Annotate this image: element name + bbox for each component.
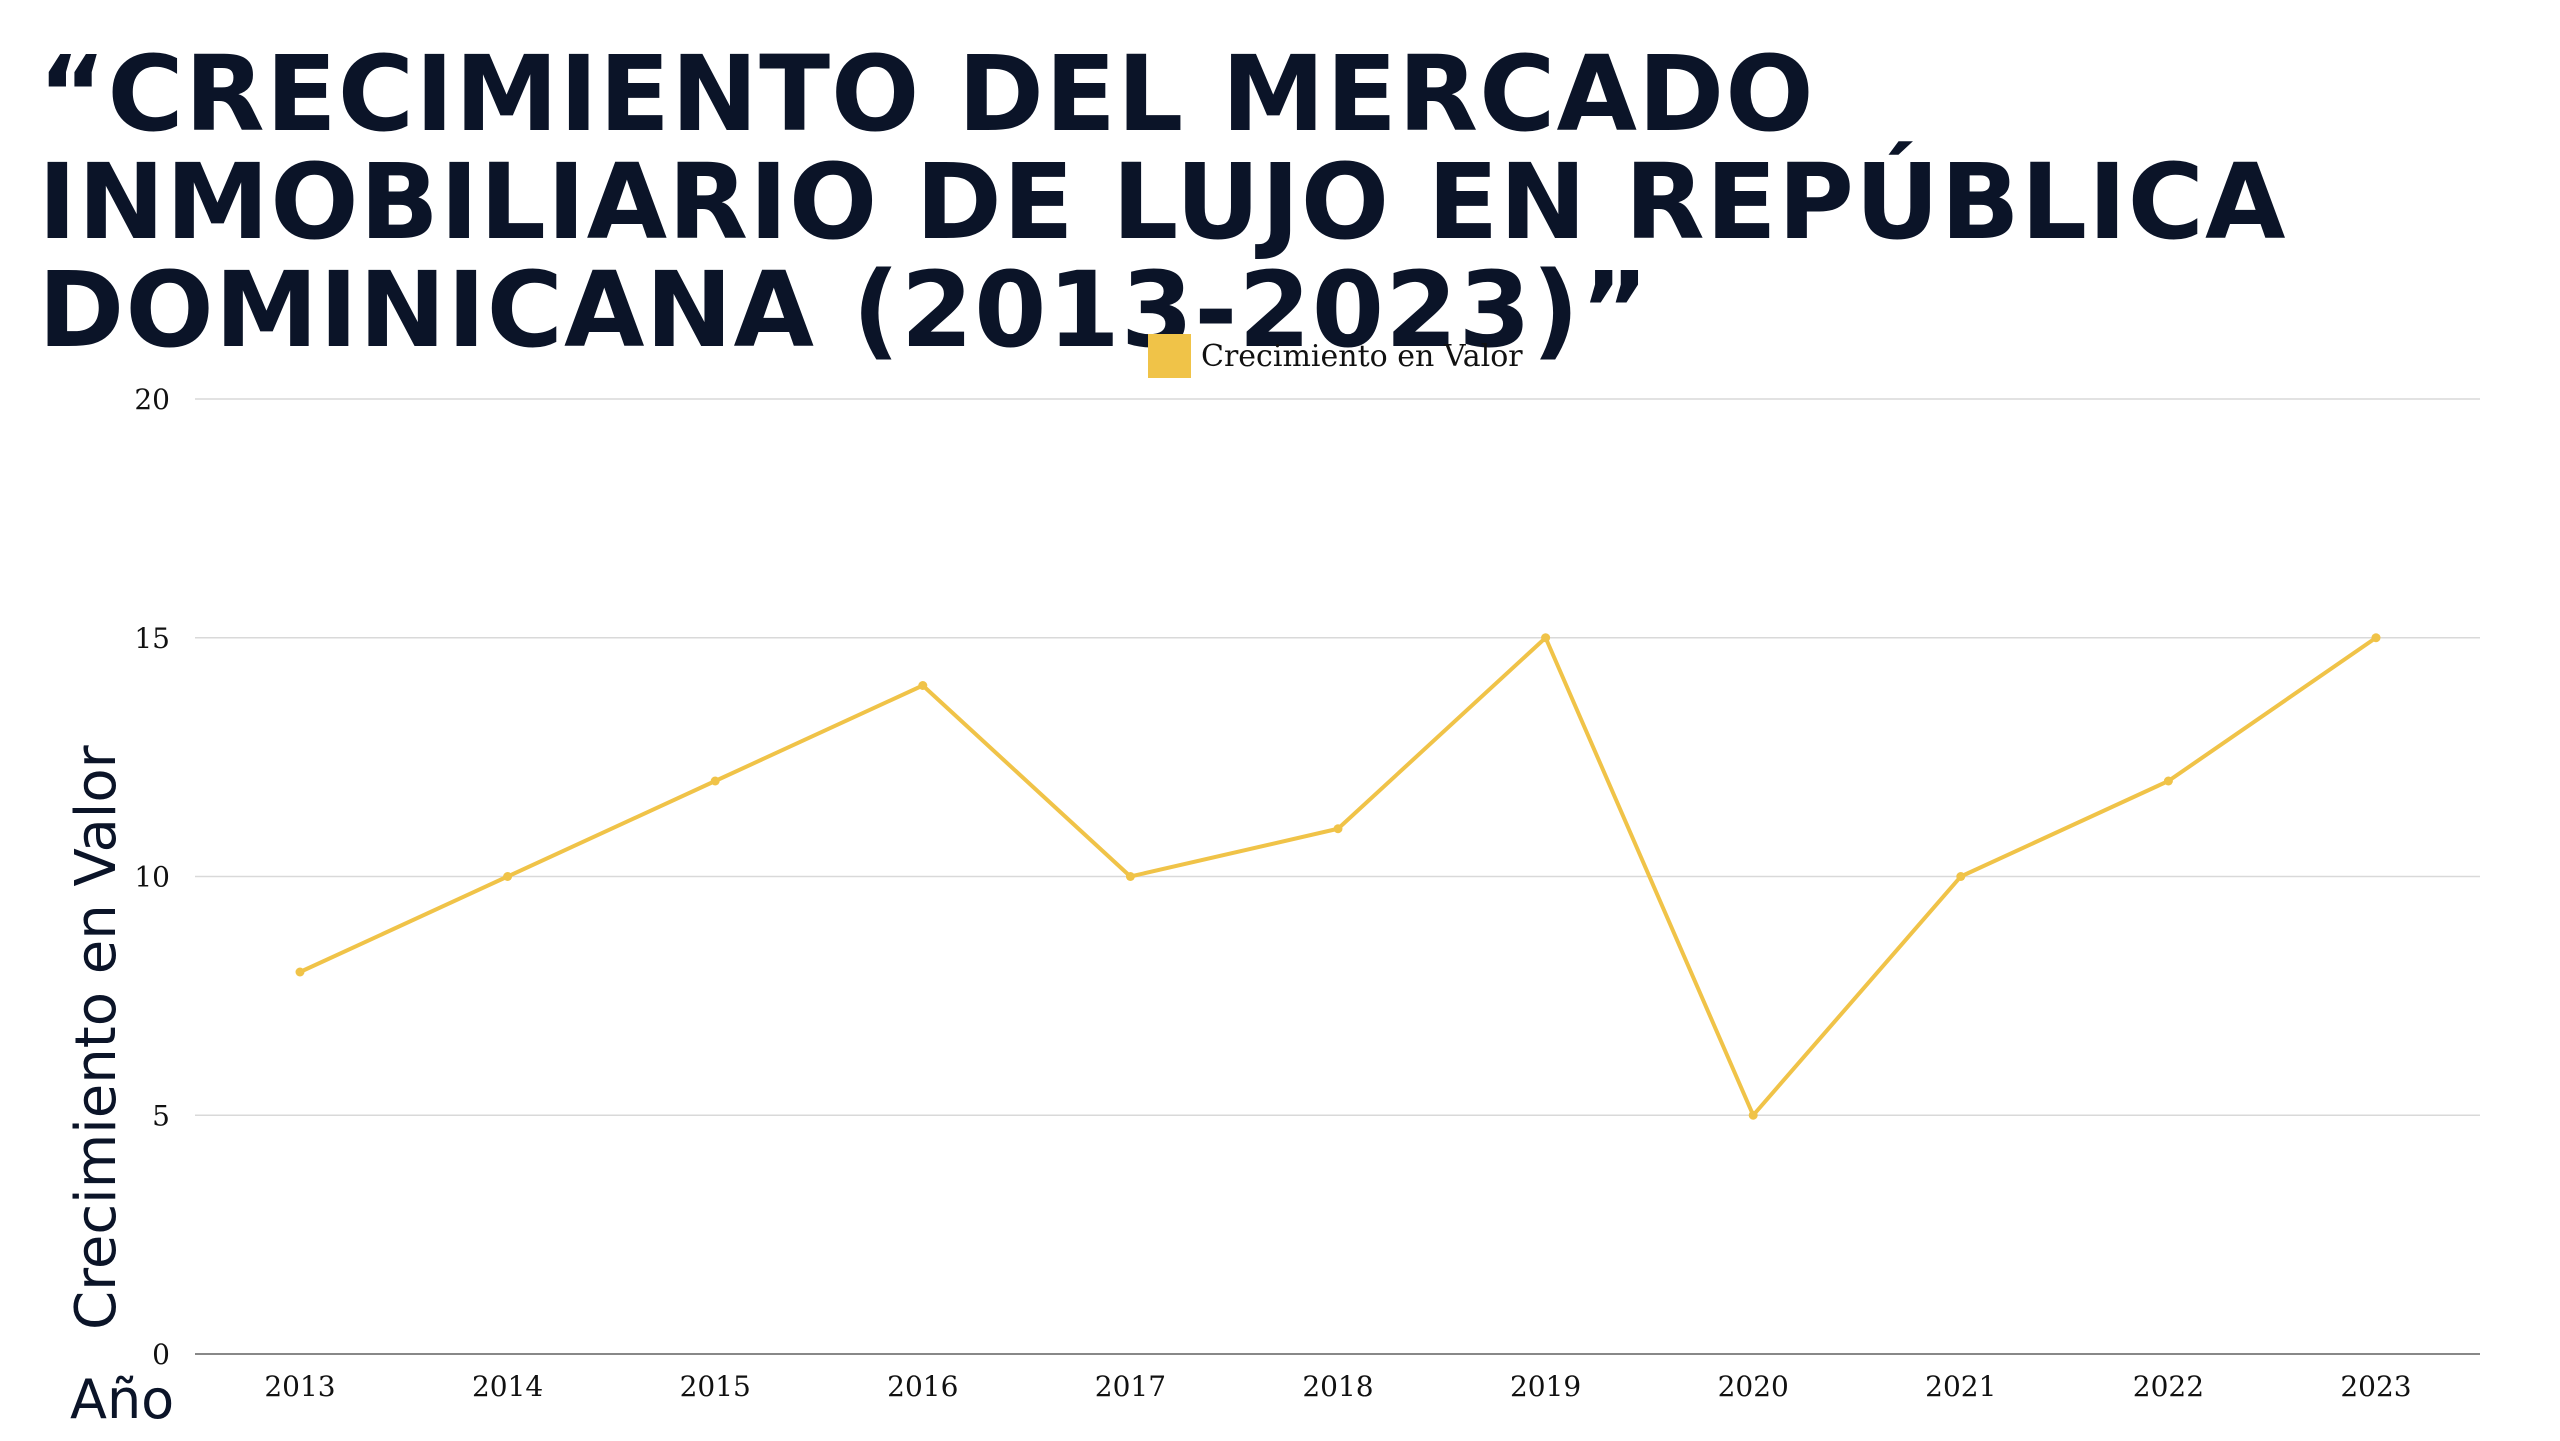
- y-tick-label: 5: [152, 1099, 170, 1132]
- data-point: [2163, 776, 2173, 786]
- x-tick-label: 2023: [2340, 1370, 2411, 1403]
- data-point: [1541, 633, 1551, 643]
- data-point: [710, 776, 720, 786]
- data-point: [1125, 872, 1135, 881]
- x-tick-label: 2016: [887, 1370, 958, 1403]
- data-point: [1956, 872, 1966, 881]
- x-tick-label: 2022: [2133, 1370, 2204, 1403]
- x-tick-label: 2020: [1718, 1370, 1789, 1403]
- x-tick-label: 2013: [264, 1370, 335, 1403]
- x-tick-label: 2014: [472, 1370, 543, 1403]
- x-tick-label: 2021: [1925, 1370, 1996, 1403]
- data-point: [295, 967, 305, 977]
- x-tick-label: 2017: [1095, 1370, 1166, 1403]
- data-point: [503, 872, 513, 881]
- data-point: [1333, 824, 1343, 834]
- x-tick-label: 2018: [1302, 1370, 1373, 1403]
- y-tick-label: 10: [134, 861, 170, 894]
- x-tick-label: 2015: [680, 1370, 751, 1403]
- data-point: [2371, 633, 2381, 643]
- data-point: [1748, 1110, 1758, 1120]
- y-tick-label: 0: [152, 1338, 170, 1371]
- y-tick-label: 20: [134, 383, 170, 416]
- legend: Crecimiento en Valor: [1148, 334, 1523, 378]
- x-axis-title: Año: [70, 1368, 175, 1431]
- chart-title: “CRECIMIENTO DEL MERCADO INMOBILIARIO DE…: [38, 33, 2287, 371]
- legend-swatch: [1148, 334, 1191, 378]
- x-tick-label: 2019: [1510, 1370, 1581, 1403]
- legend-label: Crecimiento en Valor: [1201, 338, 1523, 374]
- data-point: [918, 681, 928, 690]
- y-tick-label: 15: [134, 622, 170, 655]
